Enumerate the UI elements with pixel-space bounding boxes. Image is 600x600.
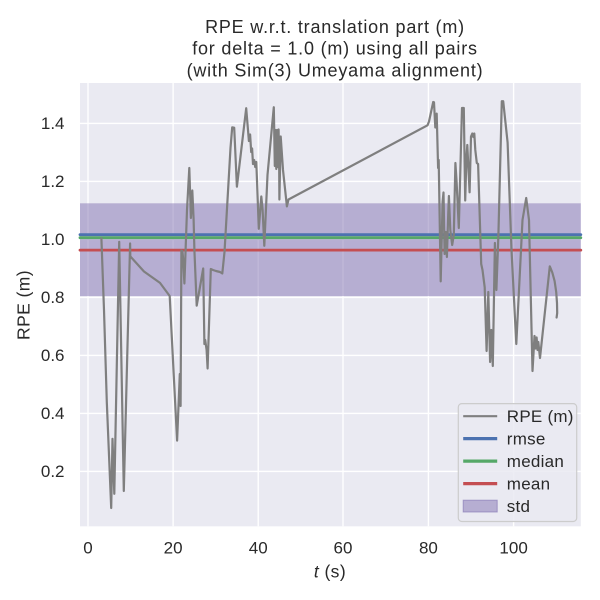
- svg-text:RPE w.r.t. translation part (m: RPE w.r.t. translation part (m): [205, 17, 465, 37]
- svg-text:RPE (m): RPE (m): [507, 407, 574, 426]
- svg-text:mean: mean: [507, 475, 551, 494]
- svg-text:20: 20: [164, 538, 183, 557]
- svg-text:1.0: 1.0: [41, 230, 65, 249]
- svg-text:t (s): t (s): [314, 562, 346, 582]
- svg-text:40: 40: [249, 538, 268, 557]
- svg-text:for delta = 1.0 (m) using all: for delta = 1.0 (m) using all pairs: [192, 39, 478, 59]
- svg-text:RPE (m): RPE (m): [14, 270, 34, 340]
- svg-text:0.8: 0.8: [41, 288, 65, 307]
- svg-text:0.2: 0.2: [41, 462, 65, 481]
- svg-text:60: 60: [334, 538, 353, 557]
- svg-text:rmse: rmse: [507, 430, 546, 449]
- svg-text:0: 0: [83, 538, 92, 557]
- svg-text:0.6: 0.6: [41, 346, 65, 365]
- svg-text:100: 100: [499, 538, 527, 557]
- svg-text:0.4: 0.4: [41, 404, 65, 423]
- svg-text:std: std: [507, 497, 530, 516]
- svg-text:1.4: 1.4: [41, 114, 65, 133]
- svg-text:80: 80: [419, 538, 438, 557]
- svg-text:1.2: 1.2: [41, 172, 65, 191]
- svg-text:median: median: [507, 452, 564, 471]
- svg-text:(with Sim(3) Umeyama alignment: (with Sim(3) Umeyama alignment): [187, 61, 484, 81]
